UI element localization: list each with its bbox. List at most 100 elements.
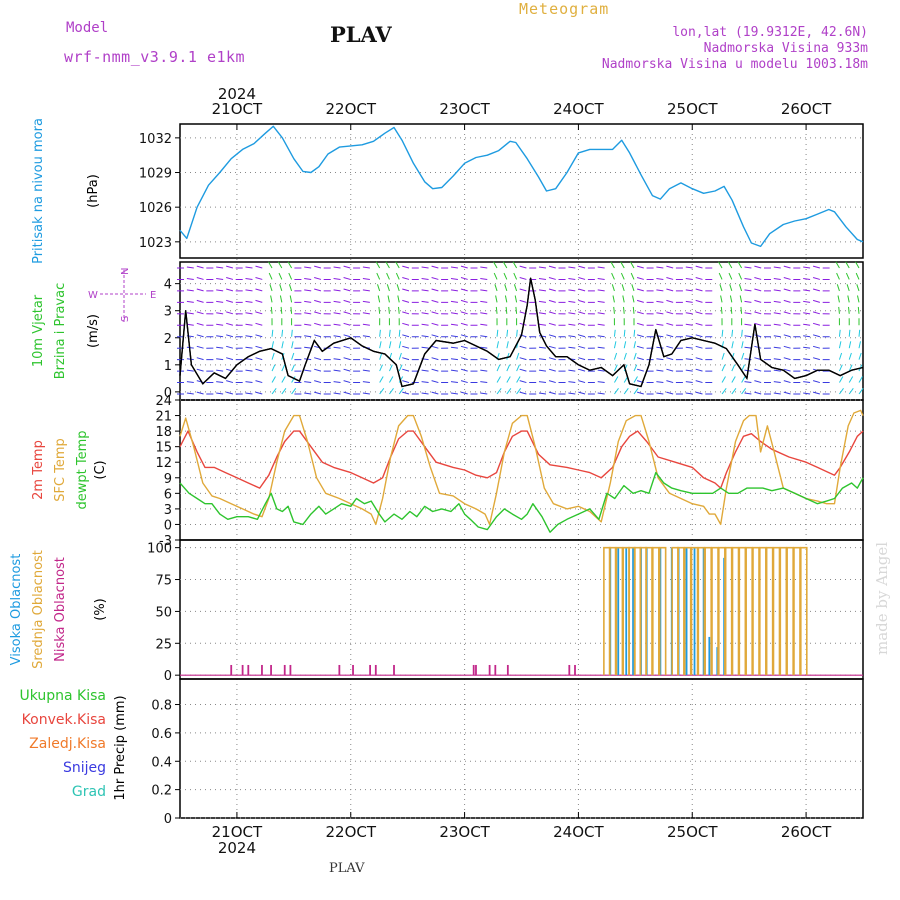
wind-arrow (623, 388, 629, 395)
cloud-bar-mid (752, 546, 760, 676)
wind-arrow (812, 265, 821, 269)
wind-arrow (226, 277, 234, 280)
wind-arrow (226, 265, 234, 269)
y-tick-precipitation-2: 0.4 (151, 755, 172, 770)
wind-arrow (729, 284, 733, 292)
wind-arrow (803, 312, 811, 315)
wind-arrow (739, 295, 743, 303)
wind-arrow (568, 289, 576, 292)
wind-arrow (685, 266, 693, 269)
wind-arrow (186, 323, 194, 326)
compass-e: E (150, 290, 156, 301)
wind-arrow (480, 381, 488, 384)
wind-arrow (721, 376, 726, 383)
wind-arrow (245, 289, 253, 292)
wind-arrow (656, 381, 664, 384)
wind-arrow (812, 357, 821, 361)
wind-arrow (614, 388, 619, 395)
wind-arrow (783, 380, 791, 384)
wind-arrow (855, 272, 860, 280)
wind-arrow (304, 381, 312, 384)
wind-arrow (281, 376, 286, 383)
wind-arrow (548, 380, 556, 384)
y-tick-temperature-2: 3 (164, 503, 172, 518)
wind-arrow (597, 312, 605, 315)
y-tick-pressure-3: 1032 (139, 132, 172, 147)
wind-arrow (741, 388, 747, 395)
wind-arrow (737, 261, 743, 269)
ylabel-pressure-1: (hPa) (86, 174, 101, 208)
wind-arrow (196, 265, 204, 269)
y-tick-temperature-8: 21 (155, 410, 172, 425)
wind-arrow (620, 272, 625, 280)
wind-arrow (460, 345, 468, 349)
wind-arrow (730, 306, 733, 314)
wind-arrow (398, 306, 400, 314)
wind-arrow (196, 391, 204, 395)
wind-arrow (744, 300, 752, 303)
wind-arrow (290, 306, 293, 314)
wind-arrow (838, 364, 843, 372)
x-year-bottom: 2024 (218, 839, 256, 857)
wind-arrow (613, 364, 618, 372)
wind-arrow (376, 272, 381, 280)
wind-arrow (291, 376, 296, 383)
wind-arrow (506, 364, 511, 372)
wind-arrow (685, 358, 693, 361)
wind-arrow (744, 346, 752, 349)
wind-arrow (835, 261, 840, 269)
wind-arrow (431, 391, 439, 395)
wind-arrow (379, 364, 383, 372)
y-tick-wind-3: 3 (164, 305, 172, 320)
wind-arrow (568, 346, 576, 349)
wind-arrow (450, 300, 458, 303)
y-tick-precipitation-1: 0.2 (151, 784, 172, 799)
y-tick-precipitation-0: 0 (164, 812, 172, 827)
wind-arrow (685, 278, 693, 280)
wind-arrow (744, 323, 752, 326)
wind-arrow (568, 323, 576, 326)
wind-arrow (450, 335, 458, 338)
wind-arrow (633, 376, 638, 383)
wind-arrow (421, 300, 429, 303)
cloud-bar-mid (704, 546, 712, 676)
wind-arrow (548, 345, 556, 349)
wind-arrow (450, 278, 458, 280)
wind-arrow (431, 277, 439, 280)
wind-arrow (812, 334, 821, 338)
wind-arrow (812, 288, 821, 292)
wind-arrow (271, 388, 277, 395)
wind-arrow (402, 334, 410, 338)
wind-arrow (636, 299, 644, 303)
wind-arrow (597, 358, 605, 361)
wind-arrow (450, 358, 458, 361)
wind-arrow (460, 288, 468, 292)
wind-arrow (538, 312, 547, 315)
wind-arrow (460, 265, 468, 269)
y-tick-clouds-3: 75 (155, 574, 172, 589)
wind-arrow (718, 272, 723, 280)
wind-arrow (226, 334, 234, 338)
wind-arrow (519, 277, 527, 280)
wind-arrow (196, 345, 204, 349)
wind-arrow (226, 311, 234, 315)
wind-arrow (289, 295, 293, 303)
wind-arrow (614, 376, 619, 383)
wind-arrow (656, 346, 664, 349)
wind-arrow (848, 352, 852, 360)
wind-arrow (450, 312, 458, 315)
wind-arrow (578, 299, 586, 303)
wind-arrow (421, 381, 429, 384)
wind-arrow (333, 335, 341, 338)
wind-arrow (597, 369, 605, 372)
wind-arrow (379, 341, 382, 349)
wind-arrow (343, 299, 351, 303)
wind-arrow (519, 357, 527, 361)
compass-s: S (120, 316, 131, 322)
wind-arrow (480, 358, 488, 361)
wind-arrow (516, 376, 521, 383)
wind-arrow (578, 345, 586, 349)
wind-arrow (613, 341, 617, 349)
x-tick-bottom-2: 23OCT (439, 823, 490, 841)
